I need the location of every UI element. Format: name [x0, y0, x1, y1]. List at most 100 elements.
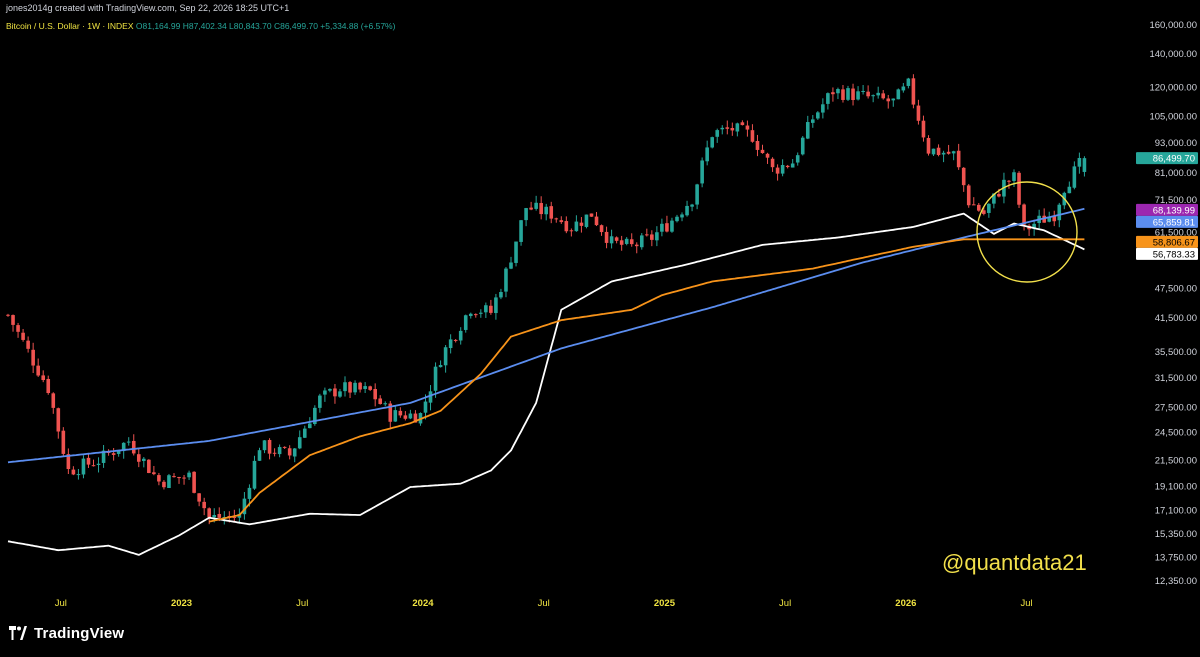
- candle-body: [911, 78, 916, 105]
- candle-body: [101, 450, 106, 463]
- candle-body: [287, 448, 292, 456]
- candle-body: [1017, 172, 1021, 205]
- candle-body: [272, 452, 277, 454]
- candle-body: [96, 463, 101, 465]
- candle-body: [202, 501, 206, 509]
- candle-body: [383, 403, 388, 405]
- candle-body: [162, 481, 166, 488]
- candle-body: [136, 454, 141, 462]
- candle-body: [479, 312, 483, 314]
- price-tick-label: 160,000.00: [1149, 20, 1197, 31]
- price-tag-label-ma-blue: 65,859.81: [1153, 217, 1195, 228]
- price-tag-last: [1136, 152, 1198, 165]
- candle-body: [851, 88, 855, 101]
- candle-body: [343, 382, 347, 392]
- candle-body: [494, 297, 498, 314]
- time-tick-label: 2026: [895, 598, 916, 609]
- candle-body: [710, 137, 714, 148]
- tradingview-logo-text: TradingView: [34, 624, 125, 642]
- candle-body: [1032, 223, 1036, 229]
- candle-body: [534, 202, 538, 209]
- candle-body: [313, 407, 317, 425]
- ohlc-open: O81,164.99: [135, 21, 181, 31]
- time-tick-label: 2025: [654, 598, 676, 609]
- candle-body: [554, 218, 559, 220]
- candle-body: [760, 149, 765, 154]
- candle-body: [680, 214, 684, 218]
- candle-body: [192, 471, 196, 493]
- price-tag-label-ma-orange: 58,806.67: [1153, 237, 1195, 248]
- candle-body: [242, 498, 247, 515]
- price-tick-label: 47,500.00: [1155, 284, 1197, 295]
- candle-body: [247, 487, 252, 499]
- candle-body: [26, 340, 30, 349]
- price-tick-label: 21,500.00: [1155, 456, 1197, 467]
- price-tag-ma-purple: [1136, 203, 1198, 216]
- time-tick-label: Jul: [296, 598, 308, 609]
- ohlc-change: +5,334.88 (+6.57%): [320, 21, 396, 31]
- candle-body: [277, 447, 282, 455]
- candle-body: [961, 167, 966, 186]
- candle-body: [318, 395, 322, 408]
- candle-body: [826, 93, 830, 104]
- candle-body: [36, 365, 40, 376]
- candle-body: [992, 193, 996, 204]
- tradingview-icon: [9, 626, 27, 640]
- candle-body: [1082, 158, 1087, 172]
- candle-body: [569, 230, 574, 232]
- candle-body: [443, 347, 448, 366]
- candle-body: [579, 222, 584, 226]
- candle-body: [896, 89, 901, 100]
- candle-body: [926, 138, 931, 154]
- candle-body: [735, 123, 740, 132]
- candle-body: [836, 89, 840, 94]
- candle-body: [66, 454, 71, 469]
- candle-body: [574, 221, 579, 232]
- candle-body: [71, 469, 76, 475]
- candle-body: [187, 472, 191, 478]
- candle-body: [665, 223, 669, 232]
- candle-body: [41, 375, 46, 381]
- candle-body: [529, 207, 533, 210]
- candle-body: [765, 153, 770, 158]
- tradingview-logo[interactable]: TradingView: [8, 623, 124, 643]
- symbol-title[interactable]: Bitcoin / U.S. Dollar · 1W · INDEX: [6, 21, 134, 31]
- candle-body: [11, 315, 15, 325]
- candle-body: [720, 127, 725, 130]
- candle-body: [499, 292, 503, 298]
- candle-body: [393, 410, 398, 422]
- candle-body: [976, 204, 981, 211]
- candle-body: [131, 440, 136, 454]
- price-tag-label-last: 86,499.70: [1153, 154, 1195, 165]
- candle-body: [438, 365, 443, 368]
- candle-body: [800, 137, 805, 155]
- candle-body: [121, 442, 126, 452]
- candle-body: [715, 130, 720, 137]
- candle-body: [780, 165, 785, 174]
- candle-body: [675, 216, 679, 222]
- candle-body: [790, 163, 795, 168]
- candle-body: [524, 208, 528, 221]
- candle-body: [489, 305, 493, 313]
- candle-body: [76, 474, 81, 476]
- candle-body: [846, 88, 850, 100]
- candle-body: [821, 104, 825, 113]
- candle-body: [167, 475, 171, 489]
- candle-body: [142, 458, 146, 461]
- candle-body: [745, 125, 750, 130]
- candle-body: [514, 241, 518, 263]
- candle-body: [645, 234, 649, 236]
- highlight-circle: [976, 181, 1078, 283]
- candle-body: [916, 105, 921, 121]
- price-tick-label: 41,500.00: [1155, 313, 1197, 324]
- candle-body: [232, 517, 237, 519]
- candle-body: [921, 120, 926, 138]
- ohlc-high: H87,402.34: [182, 21, 227, 31]
- candle-body: [971, 204, 976, 206]
- candle-body: [197, 493, 201, 502]
- candle-body: [509, 262, 513, 269]
- candle-body: [463, 315, 468, 330]
- symbol-legend[interactable]: Bitcoin / U.S. Dollar · 1W · INDEX O81,1…: [6, 21, 395, 31]
